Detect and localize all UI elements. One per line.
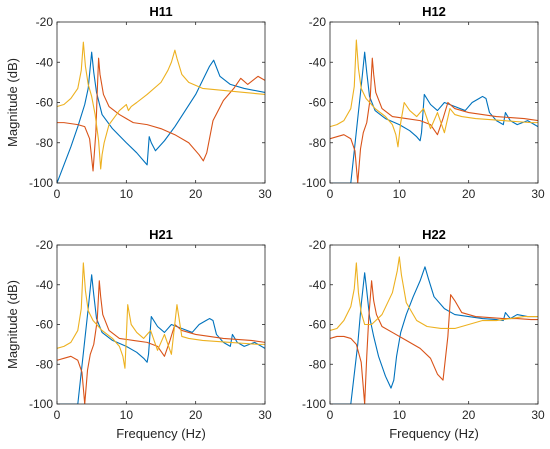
panel-title: H11 — [149, 4, 172, 19]
series-group — [57, 41, 265, 183]
x-tick-label: 20 — [189, 187, 203, 201]
x-tick-label: 0 — [54, 187, 61, 201]
h22-series-line-2 — [330, 280, 538, 404]
axes-box — [56, 244, 266, 405]
x-tick-label: 10 — [120, 408, 134, 422]
y-tick-label: -40 — [309, 55, 327, 69]
axes-box — [329, 21, 539, 184]
x-tick-label: 20 — [189, 408, 203, 422]
y-tick-label: -60 — [36, 96, 54, 110]
y-axis-label: Magnitude (dB) — [5, 58, 20, 147]
axes-box — [329, 244, 539, 405]
y-tick-label: -60 — [309, 96, 327, 110]
x-tick-label: 0 — [327, 408, 334, 422]
x-tick-label: 30 — [531, 408, 545, 422]
y-tick-label: -80 — [36, 136, 54, 150]
x-tick-label: 10 — [120, 187, 134, 201]
x-tick-label: 30 — [258, 187, 272, 201]
x-tick-label: 20 — [462, 187, 476, 201]
y-tick-label: -20 — [36, 238, 54, 252]
series-group — [330, 256, 538, 404]
axes-box — [56, 21, 266, 184]
y-tick-label: -20 — [309, 238, 327, 252]
y-tick-label: -100 — [302, 397, 326, 411]
y-tick-label: -80 — [309, 136, 327, 150]
series-group — [57, 262, 265, 404]
y-tick-label: -40 — [309, 278, 327, 292]
y-tick-label: -80 — [36, 357, 54, 371]
y-tick-label: -20 — [309, 15, 327, 29]
y-tick-label: -40 — [36, 55, 54, 69]
series-group — [330, 39, 538, 183]
y-tick-label: -80 — [309, 357, 327, 371]
h11-series-line-2 — [57, 57, 265, 172]
panel-title: H12 — [422, 4, 446, 19]
panel-h21: 0 10 20 30 -20 -40 -60 -80 -100 H21 Frequency (Hz)… — [5, 227, 272, 441]
y-tick-label: -20 — [36, 15, 54, 29]
panel-title: H22 — [422, 227, 446, 242]
h12-series-line-2 — [330, 57, 538, 183]
x-tick-label: 30 — [531, 187, 545, 201]
x-tick-label: 30 — [258, 408, 272, 422]
h11-series-line-3 — [57, 41, 265, 170]
x-axis-label: Frequency (Hz) — [116, 426, 206, 441]
h21-series-line-2 — [57, 280, 265, 404]
h22-series-line-1 — [330, 266, 538, 404]
y-tick-label: -100 — [302, 176, 326, 190]
y-tick-label: -40 — [36, 278, 54, 292]
y-tick-label: -60 — [309, 318, 327, 332]
x-tick-label: 20 — [462, 408, 476, 422]
x-axis-label: Frequency (Hz) — [389, 426, 479, 441]
panel-h22: 0 10 20 30 -20 -40 -60 -80 -100 H22 Frequency (Hz) — [302, 227, 545, 441]
y-axis-label: Magnitude (dB) — [5, 280, 20, 369]
x-tick-label: 10 — [393, 408, 407, 422]
x-tick-label: 0 — [54, 408, 61, 422]
h12-series-line-1 — [330, 51, 538, 183]
panel-title: H21 — [149, 227, 173, 242]
h11-series-line-1 — [57, 51, 265, 183]
y-tick-label: -100 — [29, 397, 53, 411]
x-tick-label: 10 — [393, 187, 407, 201]
y-tick-label: -60 — [36, 318, 54, 332]
h12-series-line-3 — [330, 39, 538, 148]
h22-series-line-3 — [330, 256, 538, 331]
panel-h12: 0 10 20 30 -20 -40 -60 -80 -100 H12 — [302, 4, 545, 201]
x-tick-label: 0 — [327, 187, 334, 201]
panel-h11: 0 10 20 30 -20 -40 -60 -80 -100 H11 Magnitude (dB) — [5, 4, 272, 201]
h21-series-line-3 — [57, 262, 265, 369]
h21-series-line-1 — [57, 274, 265, 404]
y-tick-label: -100 — [29, 176, 53, 190]
